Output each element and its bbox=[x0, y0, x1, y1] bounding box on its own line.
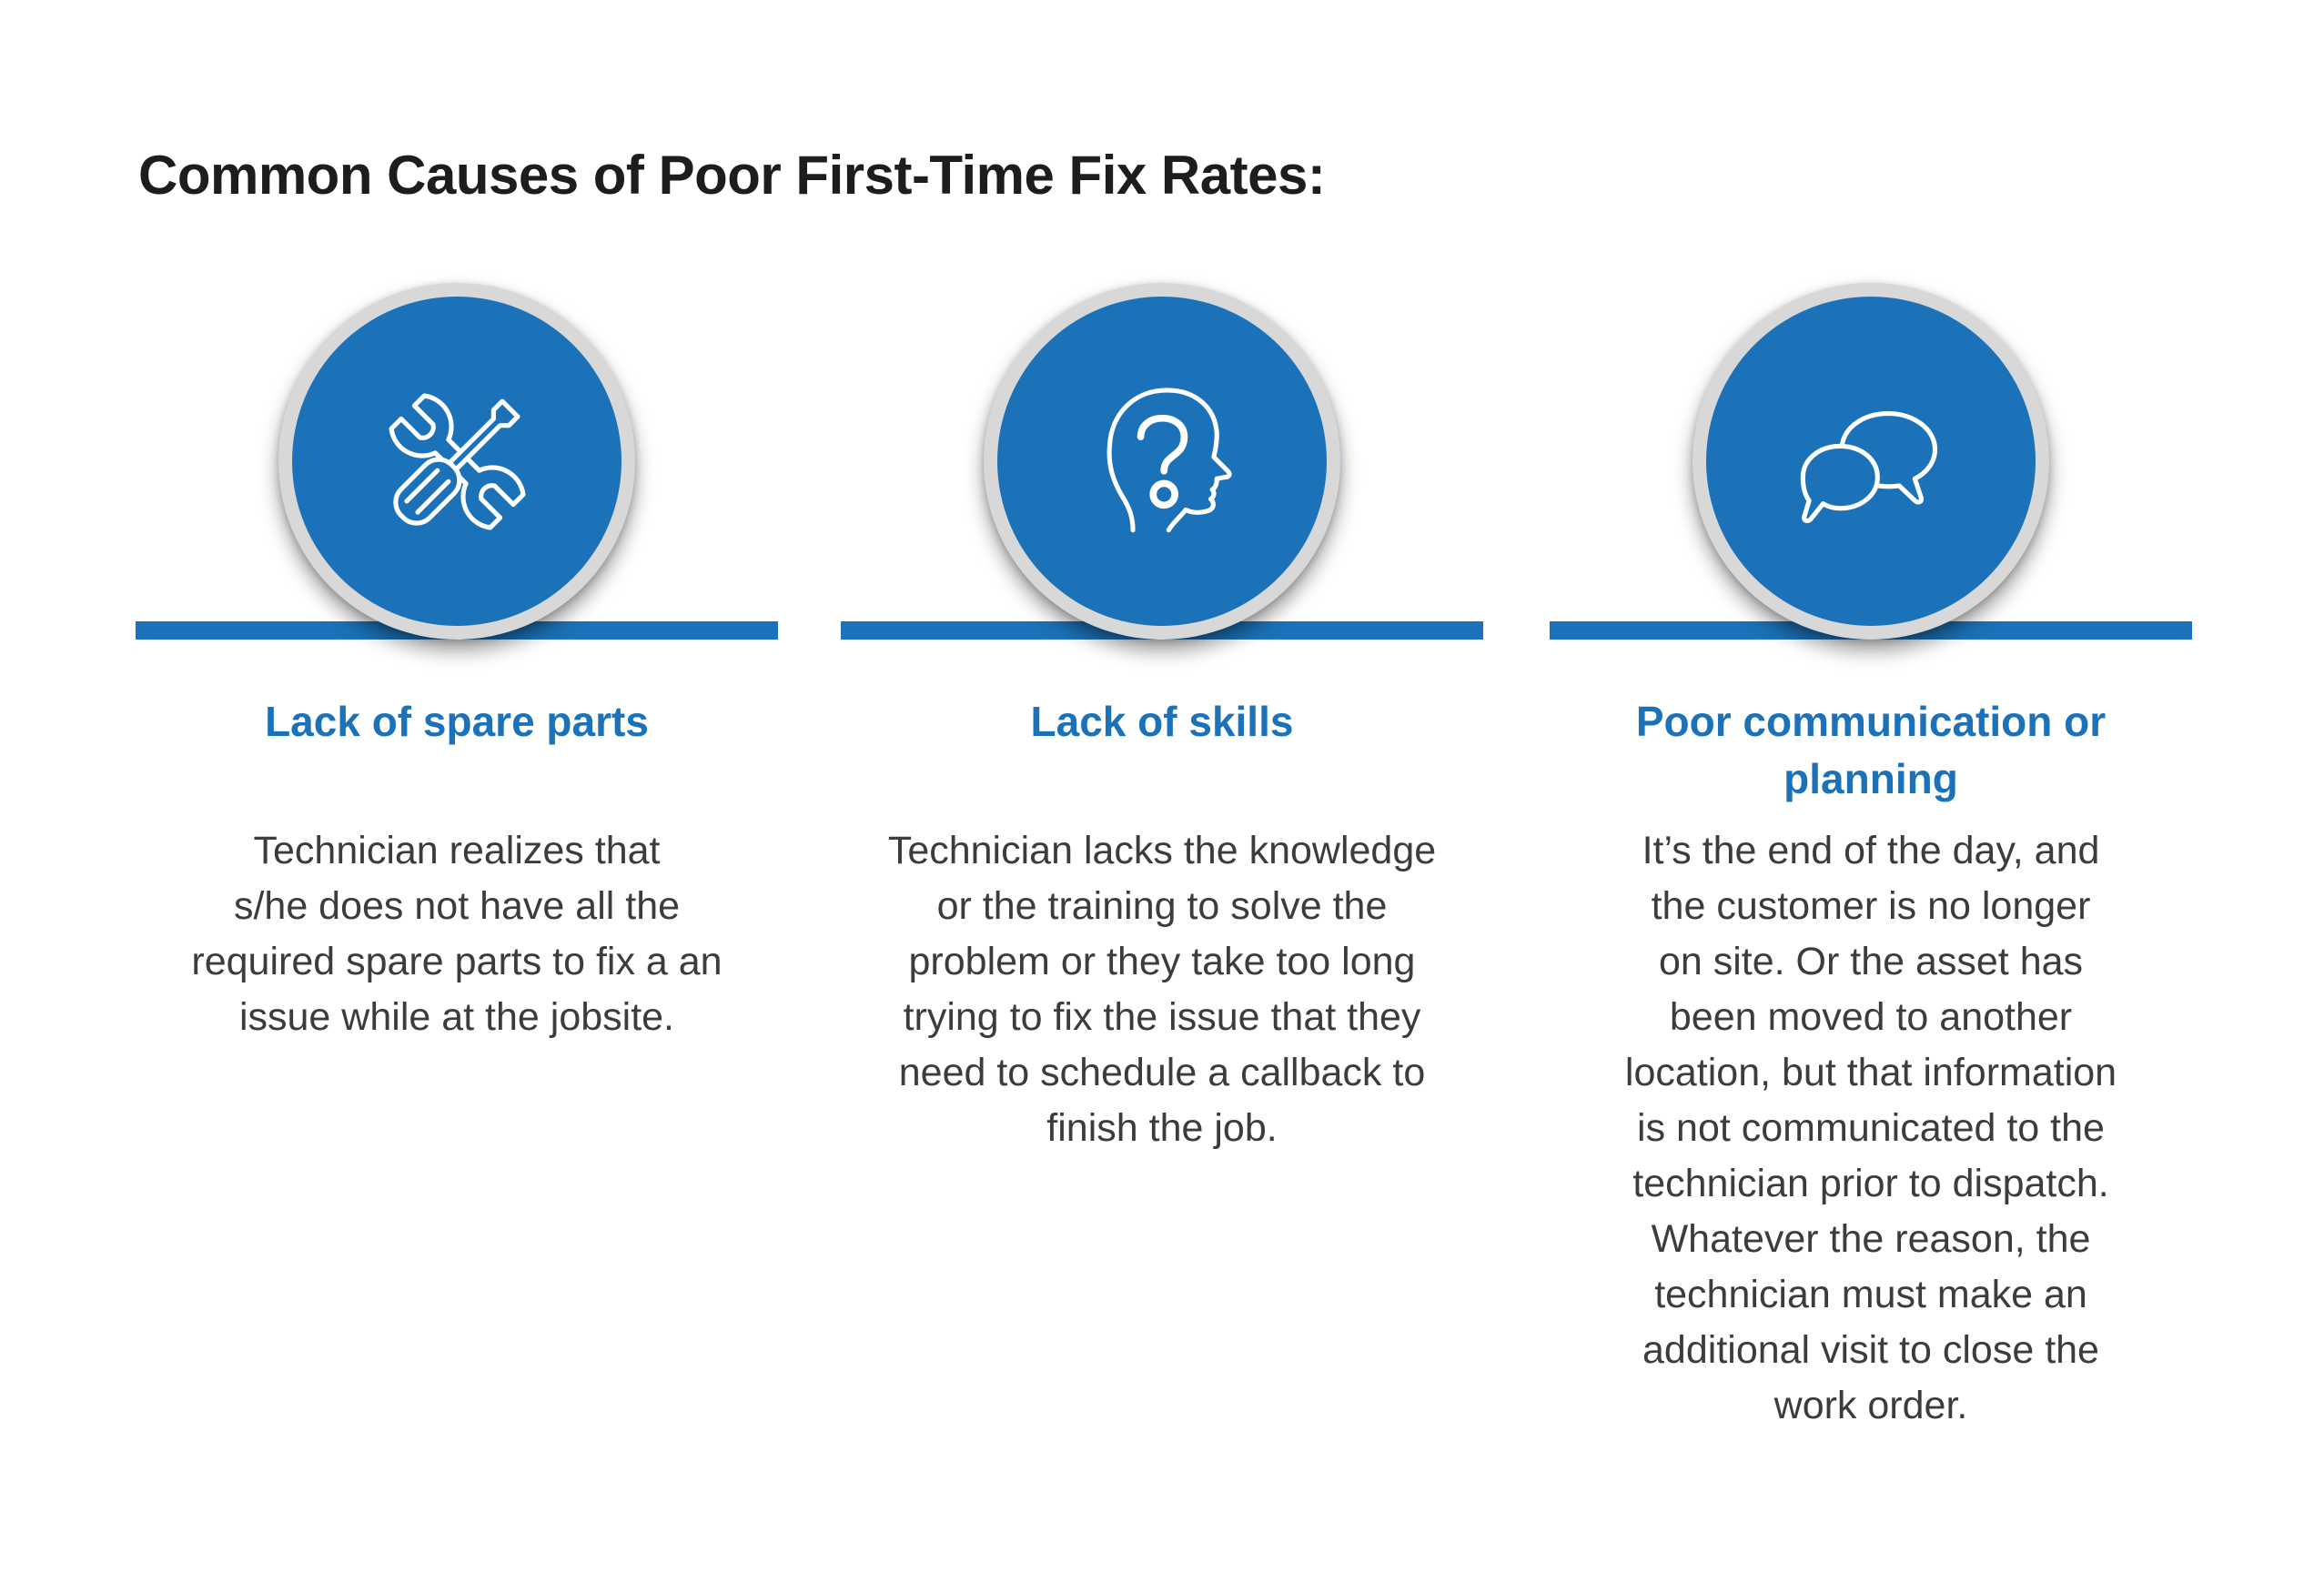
page-title: Common Causes of Poor First-Time Fix Rat… bbox=[138, 145, 1326, 206]
column-heading: Lack of spare parts bbox=[265, 698, 649, 745]
column-body-text: Technician lacks the knowledge or the tr… bbox=[887, 829, 1437, 1150]
column-heading: Poor communication or planning bbox=[1635, 698, 2107, 802]
column-heading: Lack of skills bbox=[1030, 698, 1294, 745]
circle-badge bbox=[1692, 283, 2049, 640]
circle-badge-inner bbox=[292, 297, 621, 626]
column-body-text: It’s the end of the day, and the custome… bbox=[1624, 829, 2117, 1427]
chat-bubbles-icon bbox=[1800, 410, 1937, 523]
circle-badge bbox=[278, 283, 635, 640]
column-communication: Poor communication or planning It’s the … bbox=[1550, 0, 2192, 1592]
tools-icon bbox=[388, 392, 526, 530]
column-skills: Lack of skills Technician lacks the know… bbox=[841, 0, 1483, 1592]
head-question-icon bbox=[1106, 387, 1232, 532]
circle-badge bbox=[984, 283, 1340, 640]
circle-badge-inner bbox=[997, 297, 1327, 626]
column-body-text: Technician realizes that s/he does not h… bbox=[191, 829, 722, 1039]
column-spare-parts: Lack of spare parts Technician realizes … bbox=[136, 0, 778, 1592]
circle-badge-inner bbox=[1706, 297, 2036, 626]
